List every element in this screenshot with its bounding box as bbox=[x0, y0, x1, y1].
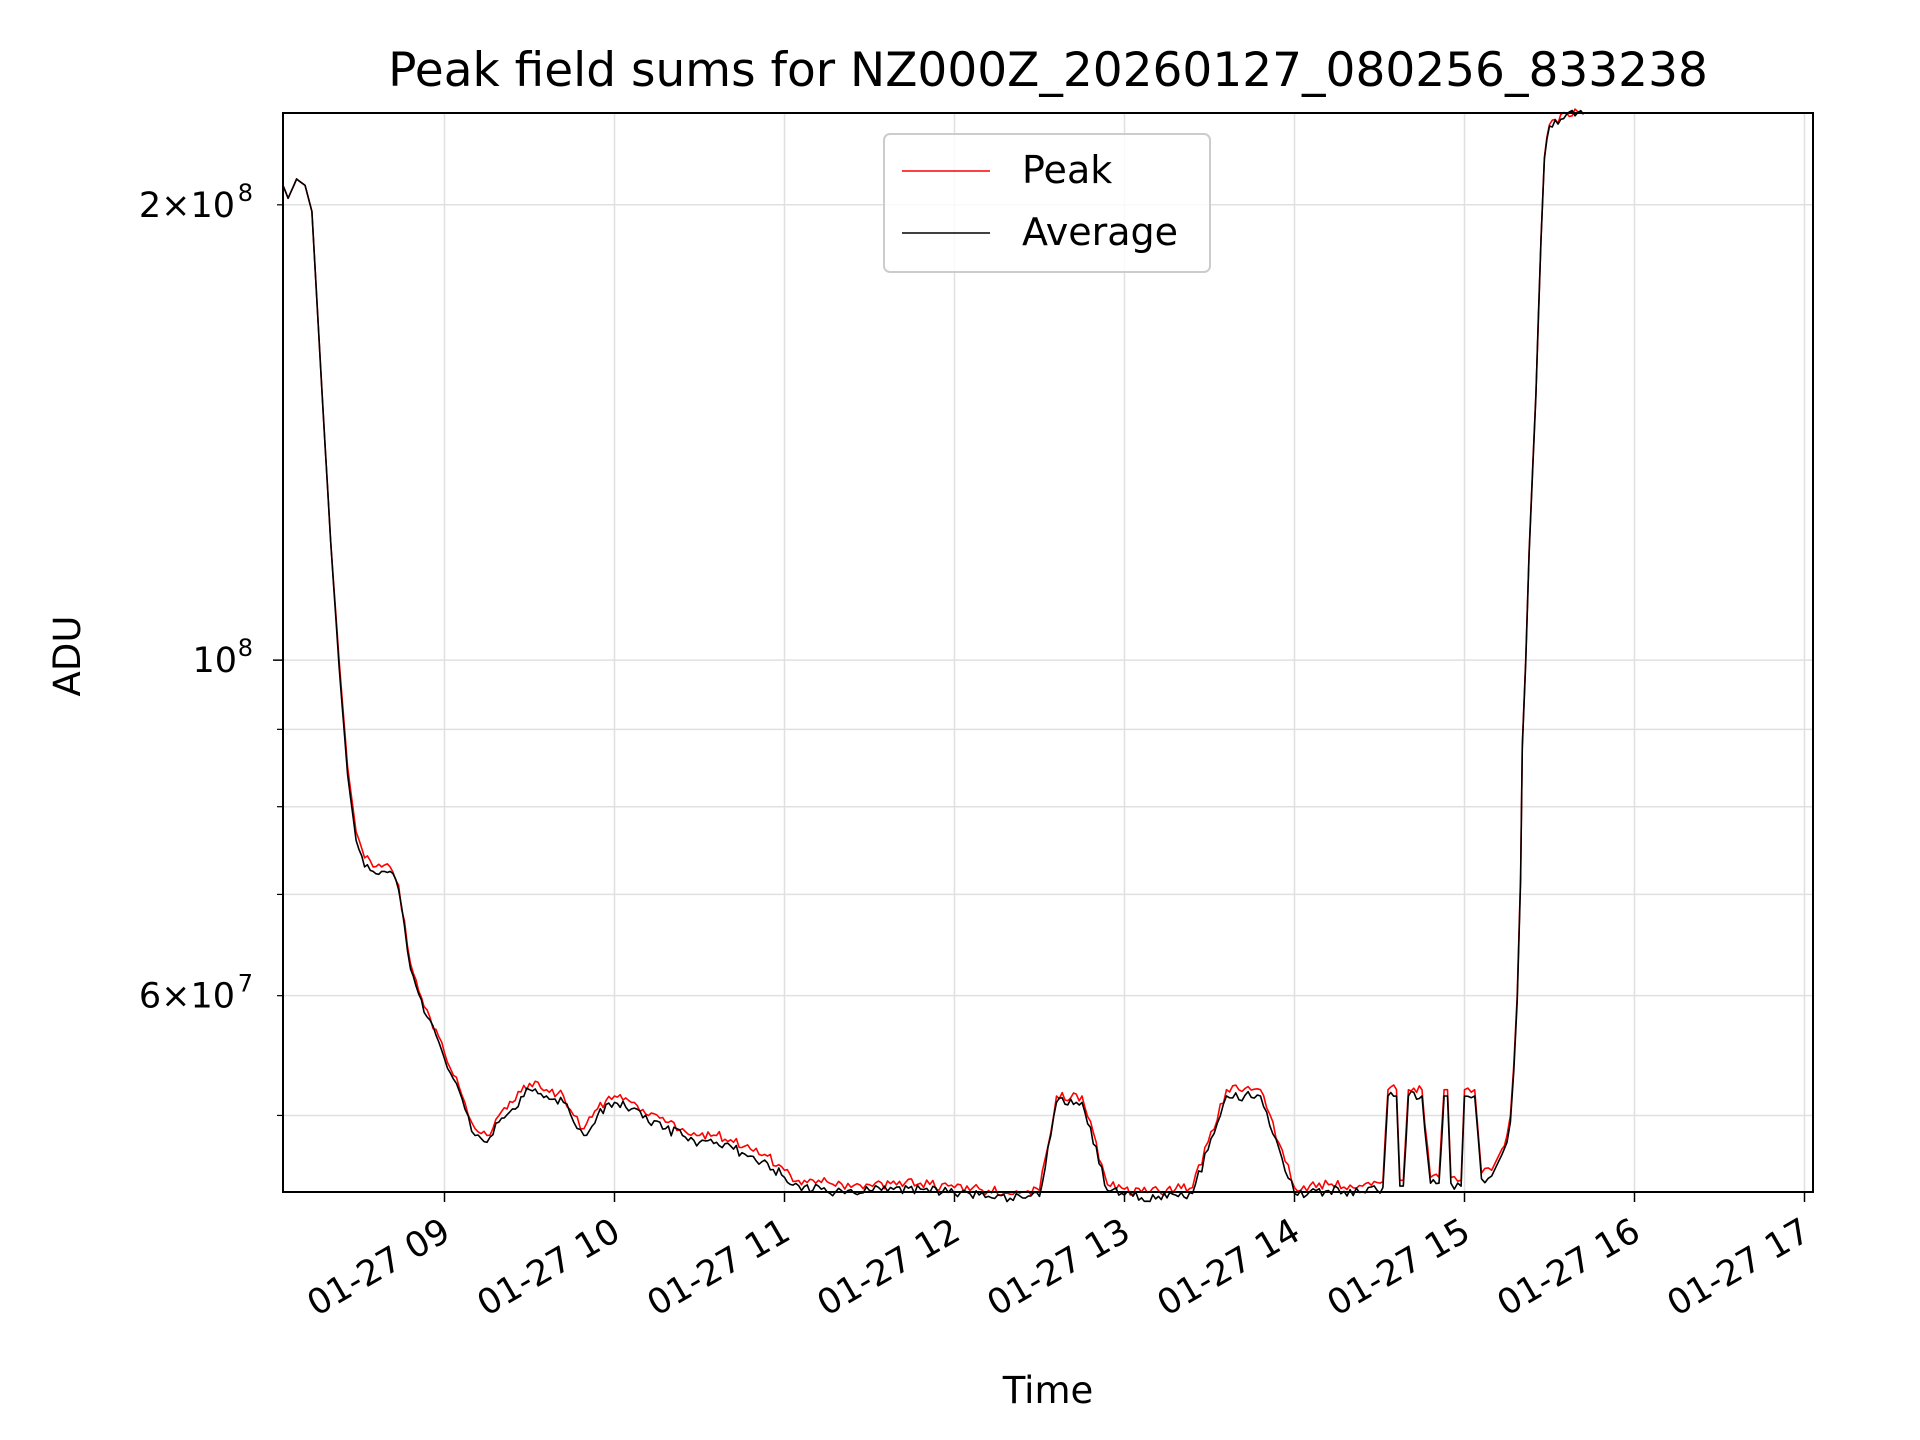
legend-label-average: Average bbox=[1022, 210, 1178, 254]
y-tick-exponent: 8 bbox=[238, 179, 253, 207]
series-line-peak bbox=[282, 108, 1584, 1196]
y-tick-label-base: 2×10 bbox=[139, 186, 235, 226]
y-tick-label-base: 6×10 bbox=[139, 977, 235, 1017]
y-tick-exponent: 8 bbox=[238, 634, 253, 662]
y-tick-exponent: 7 bbox=[238, 970, 253, 998]
y-tick-label: 10 8 bbox=[192, 634, 253, 681]
y-tick-mantissa: 2 bbox=[139, 186, 161, 226]
chart-title: Peak field sums for NZ000Z_20260127_0802… bbox=[388, 43, 1708, 98]
y-tick-label: 6×10 7 bbox=[139, 970, 253, 1017]
legend-box bbox=[883, 133, 1211, 273]
y-axis-label: ADU bbox=[46, 616, 89, 697]
y-tick-base: 10 bbox=[192, 641, 237, 681]
x-axis-label: Time bbox=[1002, 1369, 1094, 1412]
y-tick-base: 10 bbox=[190, 977, 235, 1017]
legend: Peak Average bbox=[883, 133, 1211, 273]
y-tick-mantissa: 6 bbox=[139, 977, 161, 1017]
y-tick-times: × bbox=[161, 186, 190, 226]
legend-label-peak: Peak bbox=[1022, 148, 1112, 192]
plot-area-frame bbox=[282, 112, 1814, 1193]
y-tick-base: 10 bbox=[190, 186, 235, 226]
y-tick-label: 2×10 8 bbox=[139, 179, 253, 226]
y-tick-times: × bbox=[161, 977, 190, 1017]
